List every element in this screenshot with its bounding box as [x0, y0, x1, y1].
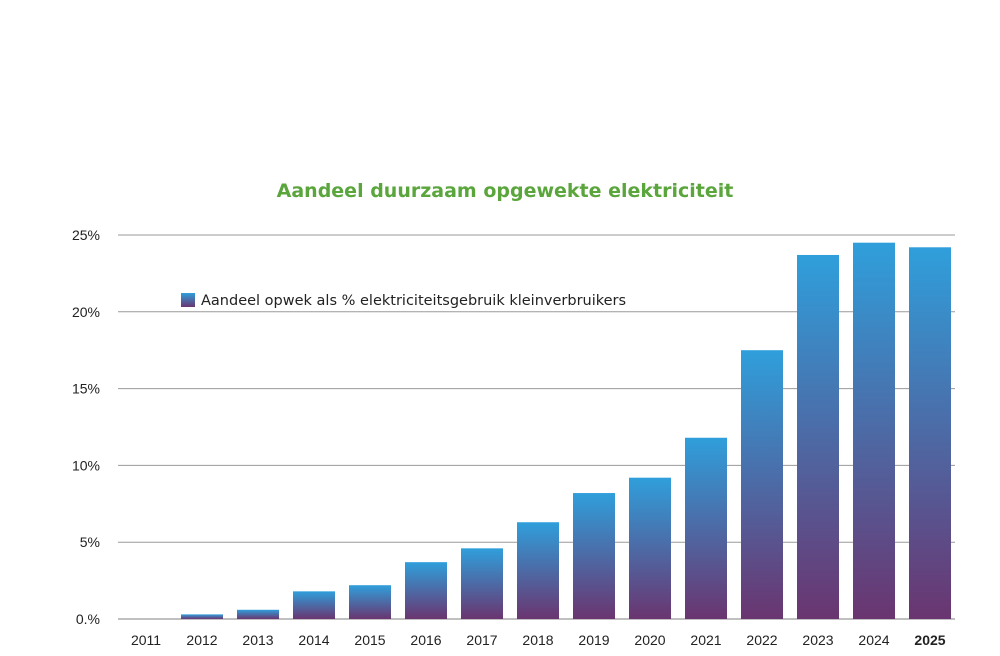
y-tick-label: 0.%	[76, 611, 100, 627]
x-tick-label-2014: 2014	[298, 632, 329, 648]
legend-swatch	[181, 293, 195, 307]
y-tick-label: 25%	[72, 227, 100, 243]
y-tick-label: 10%	[72, 457, 100, 473]
x-tick-label-2023: 2023	[802, 632, 833, 648]
bar-2021	[685, 437, 727, 619]
x-tick-label-2011: 2011	[131, 632, 161, 648]
bar-2015	[349, 585, 391, 619]
x-tick-label-2015: 2015	[354, 632, 385, 648]
bar-2019	[573, 493, 615, 619]
x-tick-label-2019: 2019	[578, 632, 609, 648]
y-tick-label: 5%	[80, 534, 100, 550]
legend-label: Aandeel opwek als % elektriciteitsgebrui…	[201, 293, 626, 309]
bar-2013	[237, 609, 279, 619]
x-tick-label-2018: 2018	[522, 632, 553, 648]
x-tick-label-2013: 2013	[242, 632, 273, 648]
bar-2018	[517, 522, 559, 619]
bar-2022	[741, 350, 783, 619]
bar-2016	[405, 562, 447, 619]
bar-2025	[909, 247, 951, 619]
legend: Aandeel opwek als % elektriciteitsgebrui…	[181, 293, 626, 309]
x-tick-label-2022: 2022	[746, 632, 777, 648]
x-tick-label-2025: 2025	[914, 632, 945, 648]
y-tick-label: 20%	[72, 304, 100, 320]
bar-2020	[629, 477, 671, 619]
bars	[181, 242, 951, 619]
bar-2023	[797, 254, 839, 619]
x-axis-ticks: 2011 2012 2013 2014 2015 2016 2017 2018 2019 2020…	[131, 632, 946, 648]
x-tick-label-2020: 2020	[634, 632, 665, 648]
x-tick-label-2012: 2012	[186, 632, 217, 648]
x-tick-label-2024: 2024	[858, 632, 889, 648]
x-tick-label-2021: 2021	[690, 632, 721, 648]
y-axis-ticks: 0.% 5% 10% 15% 20% 25%	[72, 227, 100, 627]
y-tick-label: 15%	[72, 381, 100, 397]
x-tick-label-2017: 2017	[466, 632, 497, 648]
bar-2012	[181, 614, 223, 619]
chart-title: Aandeel duurzaam opgewekte elektriciteit	[277, 180, 734, 202]
x-tick-label-2016: 2016	[410, 632, 441, 648]
bar-2024	[853, 242, 895, 619]
bar-2014	[293, 591, 335, 619]
bar-2017	[461, 548, 503, 619]
